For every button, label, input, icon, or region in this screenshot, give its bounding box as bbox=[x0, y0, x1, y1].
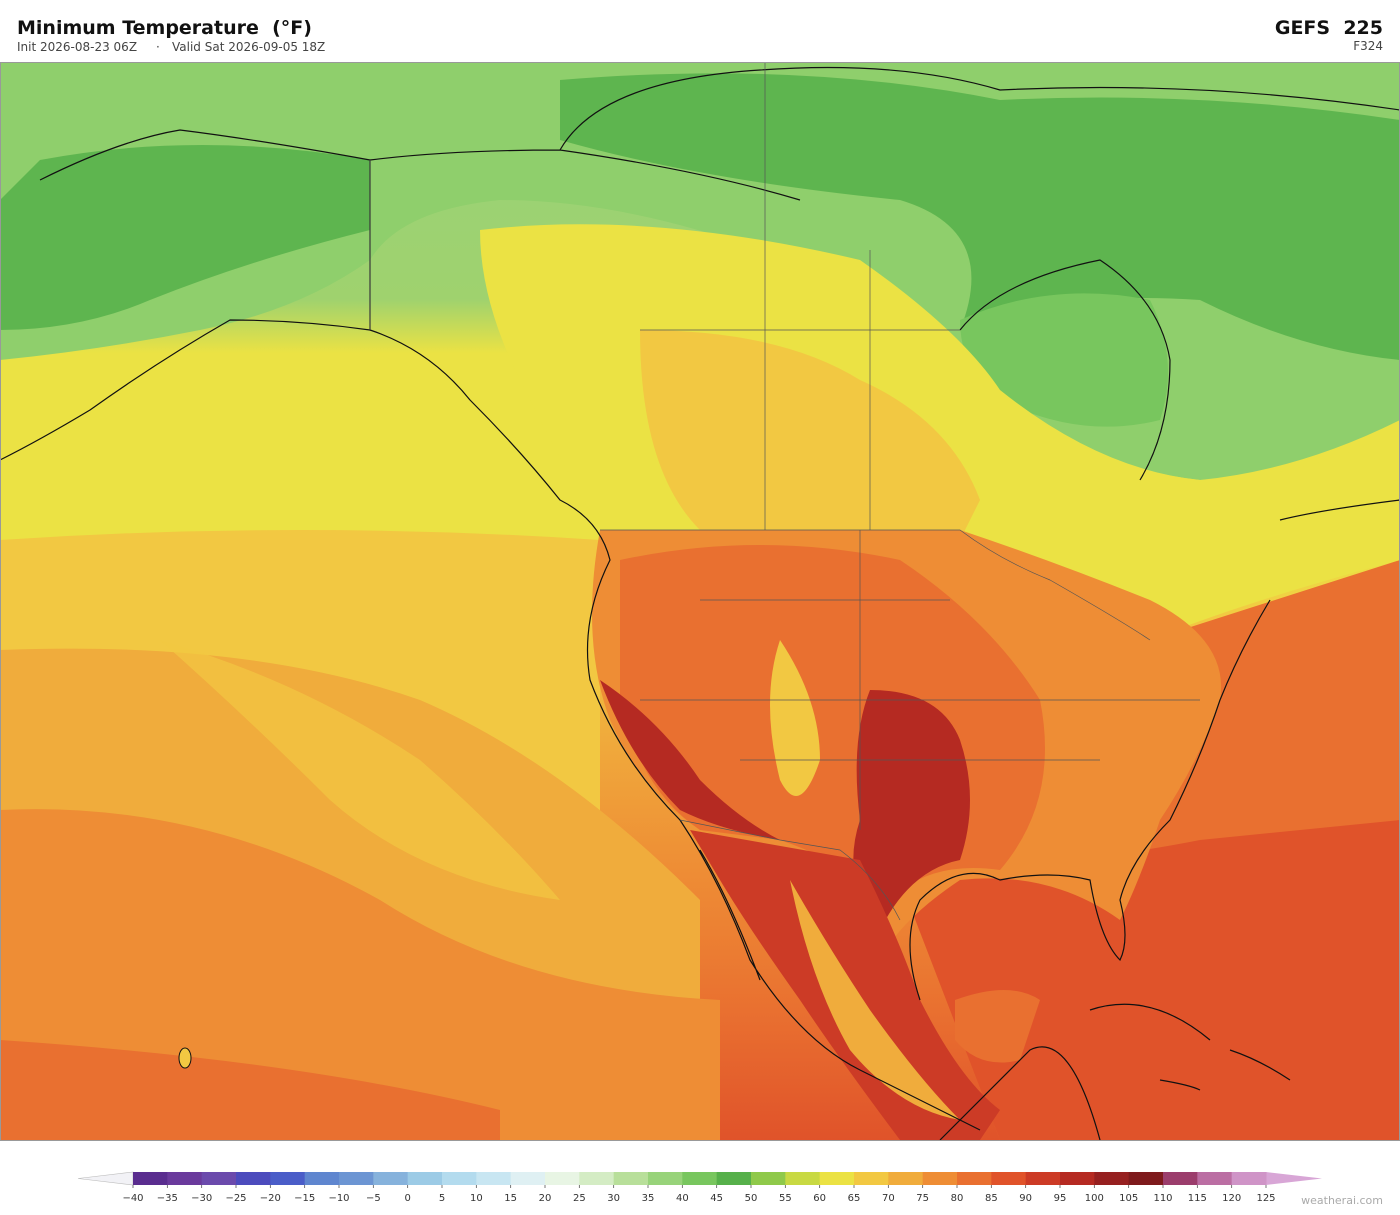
valid-time: Valid Sat 2026-09-05 18Z bbox=[172, 40, 325, 54]
colorbar-tick-label: 25 bbox=[573, 1193, 586, 1204]
coastline bbox=[0, 66, 1400, 461]
colorbar-bin bbox=[1128, 1172, 1164, 1185]
init-time: Init 2026-08-23 06Z bbox=[17, 40, 137, 54]
colorbar-bin bbox=[579, 1172, 615, 1185]
colorbar-bin bbox=[510, 1172, 546, 1185]
colorbar-bin bbox=[888, 1172, 924, 1185]
colorbar-tick-label: −25 bbox=[225, 1193, 246, 1204]
colorbar-over bbox=[1266, 1172, 1322, 1185]
coastline bbox=[909, 259, 1400, 1001]
colorbar-tick-label: 55 bbox=[779, 1193, 792, 1204]
colorbar-tick-label: 100 bbox=[1085, 1193, 1104, 1204]
map bbox=[0, 62, 1400, 1140]
colorbar-bin bbox=[407, 1172, 443, 1185]
colorbar-bin bbox=[1163, 1172, 1198, 1185]
colorbar-tick-label: 115 bbox=[1188, 1193, 1207, 1204]
colorbar-bin bbox=[922, 1172, 958, 1185]
colorbar-tick-label: −40 bbox=[122, 1193, 143, 1204]
colorbar-bin bbox=[957, 1172, 992, 1185]
field-band bbox=[853, 690, 970, 930]
colorbar-tick-label: 75 bbox=[916, 1193, 929, 1204]
colorbar-tick-label: 10 bbox=[470, 1193, 483, 1204]
colorbar-bin bbox=[236, 1172, 271, 1185]
field-band bbox=[900, 820, 1400, 1140]
colorbar-bin bbox=[339, 1172, 374, 1185]
colorbar-bin bbox=[751, 1172, 786, 1185]
colorbar-tick-label: 70 bbox=[882, 1193, 895, 1204]
colorbar-tick-label: 30 bbox=[607, 1193, 620, 1204]
colorbar: −40 −35 −30 −25 −20 −15 −10 −5 0 5 10 15 20 25 30 35 40 4… bbox=[77, 1171, 1322, 1204]
colorbar-tick-label: −35 bbox=[157, 1193, 178, 1204]
colorbar-tick-label: 0 bbox=[404, 1193, 410, 1204]
field-band bbox=[770, 640, 820, 796]
colorbar-bin bbox=[785, 1172, 821, 1185]
boundary bbox=[369, 62, 1200, 921]
colorbar-tick-label: 35 bbox=[642, 1193, 655, 1204]
colorbar-under bbox=[77, 1171, 134, 1186]
watermark: weatherai.com bbox=[1301, 1194, 1383, 1207]
colorbar-tick-label: −30 bbox=[191, 1193, 212, 1204]
coastline bbox=[1089, 1003, 1291, 1091]
island bbox=[178, 1047, 192, 1069]
field-band bbox=[0, 1040, 500, 1140]
colorbar-tick-label: 20 bbox=[539, 1193, 552, 1204]
title: Minimum Temperature (°F) bbox=[17, 17, 312, 39]
forecast-hour: F324 bbox=[1353, 39, 1383, 53]
colorbar-tick-label: 110 bbox=[1153, 1193, 1172, 1204]
field-band bbox=[955, 990, 1040, 1063]
colorbar-bin bbox=[682, 1172, 718, 1185]
colorbar-tick-label: 90 bbox=[1019, 1193, 1032, 1204]
colorbar-tick-label: 85 bbox=[985, 1193, 998, 1204]
field-band bbox=[790, 880, 960, 1120]
colorbar-tick-label: −10 bbox=[328, 1193, 349, 1204]
colorbar-bin bbox=[133, 1172, 168, 1185]
colorbar-tick-label: 120 bbox=[1222, 1193, 1241, 1204]
colorbar-tick-label: 15 bbox=[504, 1193, 517, 1204]
colorbar-tick-label: 40 bbox=[676, 1193, 689, 1204]
colorbar-bin bbox=[648, 1172, 683, 1185]
colorbar-bin bbox=[1231, 1172, 1267, 1185]
colorbar-bin bbox=[1197, 1172, 1233, 1185]
colorbar-bin bbox=[545, 1172, 580, 1185]
separator: · bbox=[156, 40, 160, 54]
colorbar-tick-label: 50 bbox=[745, 1193, 758, 1204]
colorbar-bin bbox=[716, 1172, 752, 1185]
colorbar-tick-label: 60 bbox=[813, 1193, 826, 1204]
colorbar-bin bbox=[270, 1172, 306, 1185]
colorbar-tick-label: 105 bbox=[1119, 1193, 1138, 1204]
field-band bbox=[640, 330, 980, 540]
field-band bbox=[960, 293, 1168, 427]
colorbar-tick-label: 65 bbox=[848, 1193, 861, 1204]
colorbar-tick-label: 80 bbox=[951, 1193, 964, 1204]
colorbar-tick-label: 95 bbox=[1054, 1193, 1067, 1204]
colorbar-tick-label: 5 bbox=[439, 1193, 445, 1204]
colorbar-bin bbox=[819, 1172, 855, 1185]
colorbar-bin bbox=[373, 1172, 409, 1185]
colorbar-tick-label: −5 bbox=[366, 1193, 381, 1204]
colorbar-tick-label: 125 bbox=[1256, 1193, 1275, 1204]
colorbar-bin bbox=[991, 1172, 1027, 1185]
colorbar-tick-label: −15 bbox=[294, 1193, 315, 1204]
colorbar-bin bbox=[854, 1172, 889, 1185]
field-band bbox=[560, 73, 1400, 360]
colorbar-bin bbox=[1025, 1172, 1061, 1185]
colorbar-bin bbox=[304, 1172, 340, 1185]
colorbar-bin bbox=[442, 1172, 477, 1185]
field-band bbox=[600, 680, 780, 840]
field-band bbox=[0, 145, 370, 330]
model-name: GEFS 225 bbox=[1275, 17, 1383, 39]
colorbar-bin bbox=[167, 1172, 203, 1185]
colorbar-bin bbox=[201, 1172, 237, 1185]
coastline bbox=[369, 329, 1101, 1140]
colorbar-bin bbox=[1060, 1172, 1095, 1185]
colorbar-bin bbox=[613, 1172, 649, 1185]
colorbar-bin bbox=[1094, 1172, 1130, 1185]
colorbar-tick-label: 45 bbox=[710, 1193, 723, 1204]
colorbar-bin bbox=[476, 1172, 512, 1185]
field-band bbox=[160, 640, 560, 900]
field-band bbox=[480, 224, 1400, 641]
colorbar-tick-label: −20 bbox=[260, 1193, 281, 1204]
